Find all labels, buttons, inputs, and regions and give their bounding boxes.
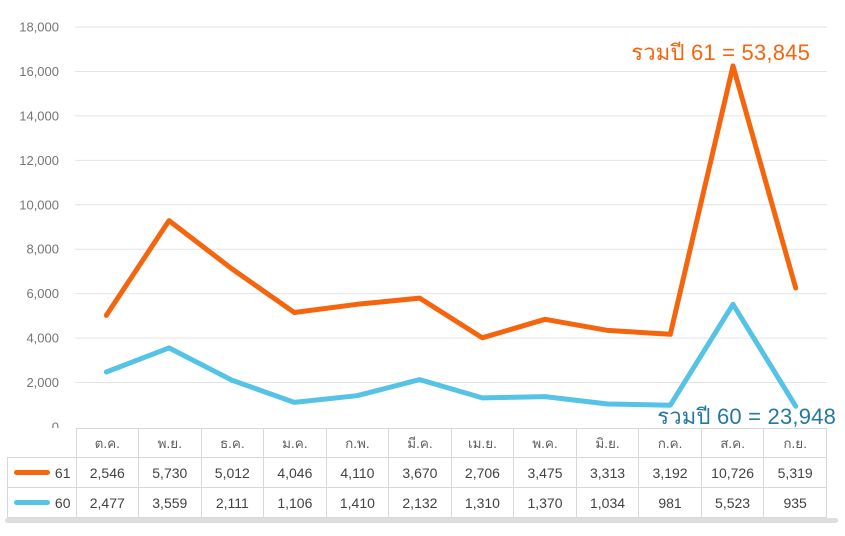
value-cell: 1,370 [513, 487, 577, 518]
legend-cell-60: 60 [7, 487, 77, 518]
value-cell: 10,726 [700, 457, 765, 488]
stacked-line-chart: 0 2,000 4,000 6,000 8,000 10,000 12,000 14,000 1… [19, 20, 827, 429]
series-line-60 [103, 301, 799, 409]
value-cell: 5,012 [200, 457, 265, 488]
legend-line-swatch [13, 500, 50, 505]
legend-line-swatch [13, 470, 50, 475]
legend-series-label: 60 [54, 494, 71, 511]
legend-cell-61: 61 [7, 457, 77, 488]
month-header: พ.ค. [513, 428, 577, 458]
table-row-60: 60 2,477 3,559 2,111 1,106 1,410 2,132 1,310 1,3… [7, 487, 827, 518]
value-cell: 4,046 [263, 457, 327, 488]
month-header: ส.ค. [700, 428, 765, 458]
y-axis-tick-label: 16,000 [19, 64, 59, 79]
value-cell: 1,410 [325, 487, 390, 518]
month-header: มิ.ย. [575, 428, 640, 458]
month-header: ก.พ. [325, 428, 390, 458]
value-cell: 3,475 [513, 457, 577, 488]
table-corner-cell [8, 429, 77, 458]
value-cell: 981 [638, 487, 702, 518]
month-header: ก.ย. [763, 428, 827, 458]
y-axis-tick-label: 2,000 [26, 375, 59, 390]
value-cell: 3,192 [638, 457, 702, 488]
value-cell: 2,706 [450, 457, 515, 488]
value-cell: 1,106 [263, 487, 327, 518]
month-header: ธ.ค. [200, 428, 265, 458]
value-cell: 3,559 [138, 487, 202, 518]
value-cell: 5,319 [763, 457, 827, 488]
table-body: 61 2,546 5,730 5,012 4,046 4,110 3,670 2,706 3,4… [7, 457, 827, 518]
month-header: ก.ค. [638, 428, 702, 458]
y-axis-tick-label: 4,000 [26, 331, 59, 346]
chart-data-table: ต.ค. พ.ย. ธ.ค. ม.ค. ก.พ. มี.ค. เม.ย. พ.ค. มิ.ย. ก… [7, 428, 827, 518]
table-header-row: ต.ค. พ.ย. ธ.ค. ม.ค. ก.พ. มี.ค. เม.ย. พ.ค. มิ.ย. ก… [8, 428, 827, 458]
value-cell: 5,523 [700, 487, 765, 518]
month-header: ม.ค. [263, 428, 327, 458]
value-cell: 2,132 [388, 487, 452, 518]
value-cell: 935 [763, 487, 827, 518]
y-axis-tick-label: 0 [52, 420, 59, 429]
value-cell: 3,670 [388, 457, 452, 488]
value-cell: 2,546 [75, 457, 140, 488]
month-header: พ.ย. [138, 428, 202, 458]
total-annotation-61: รวมปี 61 = 53,845 [631, 40, 810, 65]
value-cell: 5,730 [138, 457, 202, 488]
month-header: มี.ค. [388, 428, 452, 458]
y-axis-tick-label: 10,000 [19, 197, 59, 212]
value-cell: 2,477 [75, 487, 140, 518]
value-cell: 3,313 [575, 457, 640, 488]
horizontal-scrollbar[interactable] [5, 518, 838, 523]
value-cell: 1,034 [575, 487, 640, 518]
month-header: เม.ย. [450, 428, 515, 458]
total-annotation-60: รวมปี 60 = 23,948 [657, 404, 836, 429]
value-cell: 2,111 [200, 487, 265, 518]
y-axis-tick-label: 8,000 [26, 242, 59, 257]
value-cell: 1,310 [450, 487, 515, 518]
series-line-61 [103, 63, 799, 341]
month-header: ต.ค. [75, 428, 140, 458]
y-axis-tick-label: 14,000 [19, 108, 59, 123]
y-axis-tick-label: 18,000 [19, 20, 59, 35]
y-axis-tick-label: 6,000 [26, 286, 59, 301]
y-axis-tick-label: 12,000 [19, 153, 59, 168]
legend-series-label: 61 [54, 464, 71, 481]
table-row-61: 61 2,546 5,730 5,012 4,046 4,110 3,670 2,706 3,4… [7, 457, 827, 488]
value-cell: 4,110 [325, 457, 390, 488]
